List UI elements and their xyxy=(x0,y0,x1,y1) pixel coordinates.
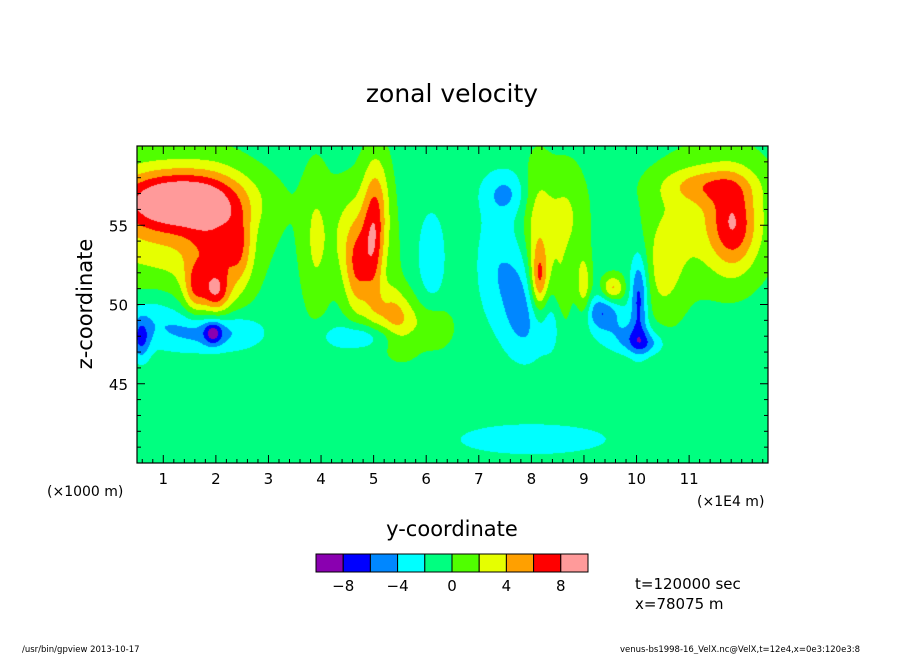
heatmap-field xyxy=(137,146,768,463)
colorbar-tick-label: 4 xyxy=(502,577,512,595)
x-tick-label: 4 xyxy=(316,470,326,488)
colorbar-tick-label: 0 xyxy=(447,577,457,595)
y-tick-label: 55 xyxy=(109,217,128,235)
x-tick-label: 1 xyxy=(159,470,169,488)
position-annotation: x=78075 m xyxy=(635,595,724,613)
x-tick-label: 3 xyxy=(264,470,274,488)
x-tick-label: 6 xyxy=(421,470,431,488)
colorbar-tick-label: 8 xyxy=(556,577,566,595)
colorbar-swatch xyxy=(533,553,562,573)
x-tick-label: 8 xyxy=(527,470,537,488)
colorbar-swatch xyxy=(369,553,399,573)
x-tick-label: 2 xyxy=(211,470,221,488)
x-tick-label: 7 xyxy=(474,470,484,488)
y-tick-label: 50 xyxy=(109,297,128,315)
x-axis-ticks: 1 2 3 4 5 6 7 8 9 10 11 xyxy=(141,146,764,488)
colorbar-swatch xyxy=(505,553,535,573)
colorbar-tick-label: −4 xyxy=(387,577,409,595)
y-axis-ticks: 45 50 55 xyxy=(109,161,768,448)
plot-area xyxy=(136,145,769,464)
colorbar-swatch xyxy=(478,553,507,573)
x-tick-label: 5 xyxy=(369,470,379,488)
x-tick-label: 11 xyxy=(680,470,699,488)
colorbar-swatch xyxy=(451,553,480,573)
x-axis-label: y-coordinate xyxy=(386,517,518,541)
y-axis-label: z-coordinate xyxy=(73,239,97,370)
colorbar-tick-label: −8 xyxy=(332,577,354,595)
x-scale-note: (×1000 m) xyxy=(47,484,123,500)
x-tick-label: 9 xyxy=(579,470,589,488)
x-unit-note: (×1E4 m) xyxy=(697,494,764,510)
colorbar-swatch xyxy=(560,553,589,573)
colorbar-swatch xyxy=(397,553,426,573)
colorbar-swatch xyxy=(342,553,371,573)
colorbar: −8 −4 0 4 8 xyxy=(315,553,589,595)
chart-title: zonal velocity xyxy=(366,79,538,108)
colorbar-swatch xyxy=(315,553,344,573)
time-annotation: t=120000 sec xyxy=(635,575,741,593)
footer-left: /usr/bin/gpview 2013-10-17 xyxy=(22,645,140,654)
y-tick-label: 45 xyxy=(109,376,128,394)
footer-right: venus-bs1998-16_VelX.nc@VelX,t=12e4,x=0e… xyxy=(620,645,860,654)
colorbar-swatch xyxy=(424,553,453,573)
x-tick-label: 10 xyxy=(627,470,646,488)
